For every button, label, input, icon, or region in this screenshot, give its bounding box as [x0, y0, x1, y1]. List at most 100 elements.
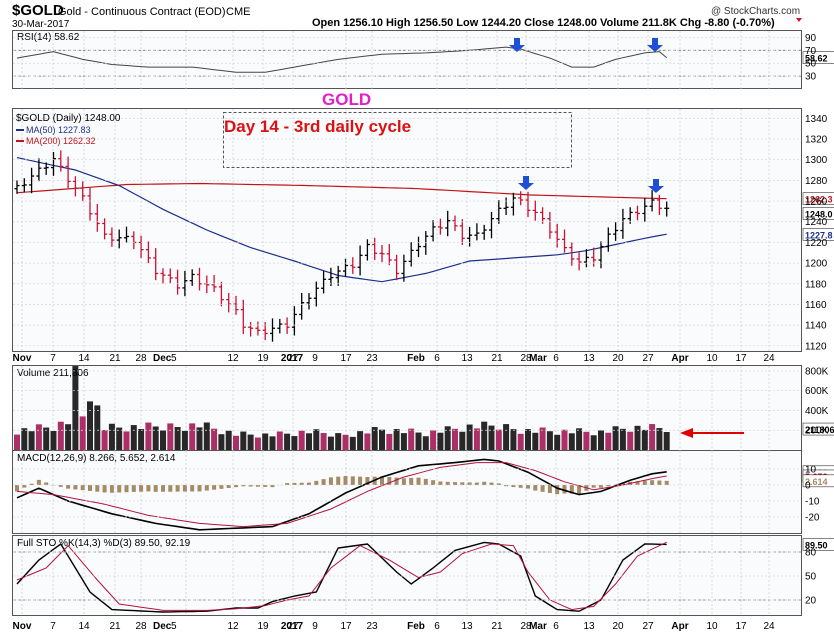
macd-histogram-bar — [511, 485, 516, 487]
y-tick-label: 1120 — [805, 341, 827, 352]
x-tick-label: 6 — [553, 353, 559, 364]
volume-bar — [50, 431, 57, 450]
x-tick-label: 7 — [50, 621, 56, 632]
macd-histogram-bar — [248, 485, 253, 487]
volume-bar — [284, 433, 291, 450]
x-tick-label: 19 — [257, 621, 269, 632]
x-tick-label: 20 — [612, 621, 624, 632]
macd-histogram-bar — [219, 485, 224, 489]
x-tick-label: 23 — [366, 621, 378, 632]
volume-bar — [364, 433, 371, 450]
rsi-last-label-box — [802, 51, 834, 64]
volume-bar — [452, 428, 458, 450]
volume-bar — [218, 434, 225, 450]
close-last-label: 1248.0 — [805, 209, 833, 219]
volume-bar — [28, 431, 35, 450]
macd-histogram-bar — [343, 476, 348, 485]
volume-bar — [576, 428, 583, 450]
histogram-last-label-box — [802, 474, 834, 488]
volume-bar — [145, 422, 152, 450]
volume-bar — [525, 429, 531, 450]
x-tick-label: 28 — [520, 353, 532, 364]
volume-bar — [598, 430, 604, 450]
volume-bar — [663, 431, 670, 450]
volume-bar — [517, 433, 524, 450]
volume-bar — [35, 424, 42, 450]
x-tick-label: 28 — [520, 621, 532, 632]
x-tick-label: 24 — [763, 621, 775, 632]
x-tick-label: 2017 — [281, 621, 304, 632]
volume-title: Volume 211,806 — [17, 368, 89, 379]
x-tick-label: 28 — [135, 353, 147, 364]
volume-bar — [554, 434, 561, 450]
macd-histogram-bar — [212, 485, 217, 490]
macd-histogram-bar — [657, 480, 662, 485]
y-tick-label: 0 — [805, 481, 811, 492]
macd-histogram-bar — [416, 477, 421, 485]
volume-bar — [400, 433, 407, 450]
x-tick-label: 17 — [340, 621, 352, 632]
volume-bar — [430, 430, 437, 450]
volume-bar — [306, 433, 312, 450]
macd-histogram-bar — [95, 485, 100, 492]
volume-bar — [225, 430, 232, 450]
volume-bar — [14, 434, 20, 450]
x-tick-label: 10 — [706, 621, 718, 632]
y-tick-label: 70 — [805, 46, 817, 57]
x-tick-label: 28 — [135, 621, 147, 632]
volume-bar — [371, 427, 378, 450]
volume-bar — [21, 428, 28, 450]
volume-bar — [101, 429, 108, 450]
macd-histogram-bar — [168, 485, 173, 492]
volume-bar — [634, 425, 641, 450]
sto-k-line — [16, 541, 667, 613]
macd-histogram-bar — [299, 482, 304, 485]
volume-bar — [313, 429, 320, 450]
volume-bar — [379, 429, 385, 450]
legend-ma50: MA(50) 1227.83 — [26, 125, 91, 135]
x-tick-label: 9 — [312, 353, 318, 364]
arrow-annotations — [509, 38, 664, 193]
volume-bar — [72, 366, 79, 450]
y-tick-label: 1240 — [805, 217, 828, 228]
macd-histogram-bar — [255, 485, 260, 487]
volume-last-label: 211806 — [805, 425, 834, 435]
volume-bar — [349, 436, 356, 450]
macd-histogram-bar — [29, 483, 34, 485]
macd-histogram-bar — [328, 477, 333, 485]
macd-histogram-bar — [226, 485, 231, 488]
volume-bar — [488, 425, 495, 450]
volume-bar — [546, 431, 553, 450]
x-tick-label: Dec — [153, 353, 172, 364]
macd-histogram-bar — [569, 485, 574, 494]
rsi-title: RSI(14) 58.62 — [17, 32, 80, 43]
x-tick-label: 13 — [461, 353, 473, 364]
volume-bar — [320, 433, 327, 450]
x-tick-label: 13 — [583, 621, 595, 632]
macd-y-axis: -20 -10 0 10 — [13, 465, 820, 524]
x-tick-label: 10 — [706, 353, 718, 364]
macd-histogram-bar — [270, 485, 275, 488]
macd-histogram-bar — [73, 485, 78, 490]
arrow-down-icon — [648, 186, 664, 193]
y-tick-label: 1340 — [805, 114, 828, 125]
x-tick-label: 27 — [642, 353, 654, 364]
arrow-down-icon — [518, 183, 534, 190]
volume-bar — [269, 436, 276, 450]
volume-bar — [568, 433, 575, 450]
price-layer: 1262.3 1248.0 1227.8 — [14, 150, 834, 342]
volume-bar — [444, 426, 451, 450]
macd-histogram-bar — [321, 479, 326, 485]
volume-bar — [240, 431, 247, 450]
macd-histogram-bar — [431, 480, 436, 485]
volume-bar — [233, 435, 239, 450]
macd-histogram-bar — [496, 483, 501, 485]
volume-layer: 211806 — [14, 366, 834, 450]
macd-histogram-bar — [467, 482, 472, 485]
x-tick-label: 21 — [491, 621, 503, 632]
macd-histogram-bar — [182, 485, 187, 492]
price-panel — [12, 108, 802, 352]
volume-bar — [408, 428, 415, 450]
macd-histogram-bar — [36, 479, 41, 485]
volume-bar — [422, 436, 429, 450]
